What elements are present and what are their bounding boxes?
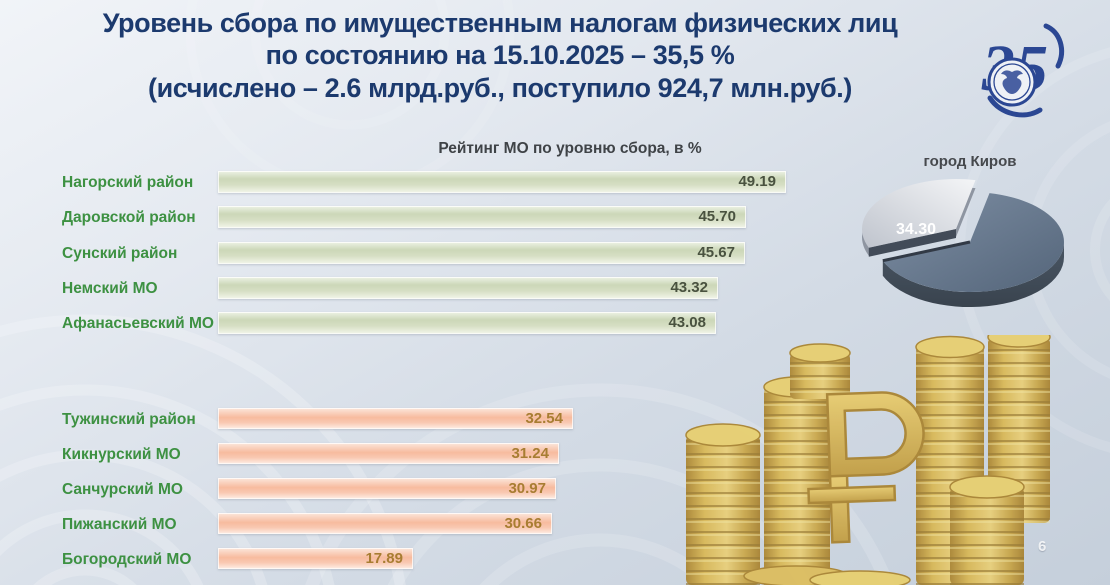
category-label: Нагорский район: [62, 174, 194, 191]
ruble-sign-icon: [807, 391, 925, 544]
category-label: Пижанский МО: [62, 516, 177, 533]
category-label: Санчурский МО: [62, 481, 183, 498]
category-label: Богородский МО: [62, 551, 192, 568]
bar-value: 17.89: [365, 550, 403, 567]
bar-value: 32.54: [525, 410, 563, 427]
pie-value-label: 34.30: [896, 221, 936, 238]
bar-pink: 30.66: [218, 513, 552, 534]
category-label: Афанасьевский МО: [62, 315, 214, 332]
bar-value: 49.19: [738, 173, 776, 190]
bar-value: 45.70: [698, 208, 736, 225]
table-row: Богородский МО 17.89: [0, 548, 1110, 571]
bar-value: 30.66: [504, 515, 542, 532]
category-label: Тужинский район: [62, 411, 196, 428]
table-row: Даровской район 45.70: [0, 206, 1110, 229]
page-number: 6: [1038, 538, 1047, 555]
bar-green: 45.67: [218, 242, 745, 264]
category-label: Даровской район: [62, 209, 196, 226]
table-row: Нагорский район 49.19: [0, 171, 1110, 194]
coin-stack: [789, 343, 851, 399]
bar-value: 45.67: [697, 244, 735, 261]
table-row: Санчурский МО 30.97: [0, 478, 1110, 501]
table-row: Пижанский МО 30.66: [0, 513, 1110, 536]
fns-35-anniversary-logo: 35: [976, 16, 1076, 124]
gold-coins-illustration: [678, 326, 1060, 585]
bar-pink: 31.24: [218, 443, 559, 464]
bar-green: 45.70: [218, 206, 746, 228]
slide-title-line-2: по состоянию на 15.10.2025 – 35,5 %: [265, 40, 735, 71]
pie-dark-slice-side: [882, 242, 1064, 308]
bar-pink: 32.54: [218, 408, 573, 429]
coin-stack: [949, 475, 1025, 585]
bar-green: 43.32: [218, 277, 718, 299]
table-row: Немский МО 43.32: [0, 277, 1110, 300]
bar-value: 43.32: [670, 279, 708, 296]
pie-chart-title: город Киров: [923, 153, 1017, 170]
table-row: Сунский район 45.67: [0, 242, 1110, 265]
pie-chart-kirov: 34.30: [856, 172, 1084, 322]
lying-coins: [743, 565, 911, 585]
coin-stack: [763, 376, 831, 585]
bar-pink: 30.97: [218, 478, 556, 499]
bar-value: 31.24: [511, 445, 549, 462]
slide-title: Уровень сбора по имущественным налогам ф…: [25, 7, 975, 104]
pie-light-slice: [861, 179, 976, 248]
table-row: Афанасьевский МО 43.08: [0, 312, 1110, 335]
category-label: Сунский район: [62, 245, 178, 262]
bar-green: 43.08: [218, 312, 716, 334]
coin-stack: [685, 423, 761, 585]
slide-title-line-1: Уровень сбора по имущественным налогам ф…: [102, 8, 898, 38]
pie-dark-slice: [882, 193, 1064, 293]
bar-green: 49.19: [218, 171, 786, 193]
bar-pink: 17.89: [218, 548, 413, 569]
slide-title-line-3: (исчислено – 2.6 млрд.руб., поступило 92…: [148, 72, 852, 103]
double-headed-eagle-icon: [1001, 70, 1023, 94]
category-label: Немский МО: [62, 280, 158, 297]
category-label: Кикнурский МО: [62, 446, 181, 463]
table-row: Тужинский район 32.54: [0, 408, 1110, 431]
bar-value: 30.97: [508, 480, 546, 497]
table-row: Кикнурский МО 31.24: [0, 443, 1110, 466]
bar-chart-title: Рейтинг МО по уровню сбора, в %: [438, 140, 702, 157]
bar-value: 43.08: [668, 314, 706, 331]
